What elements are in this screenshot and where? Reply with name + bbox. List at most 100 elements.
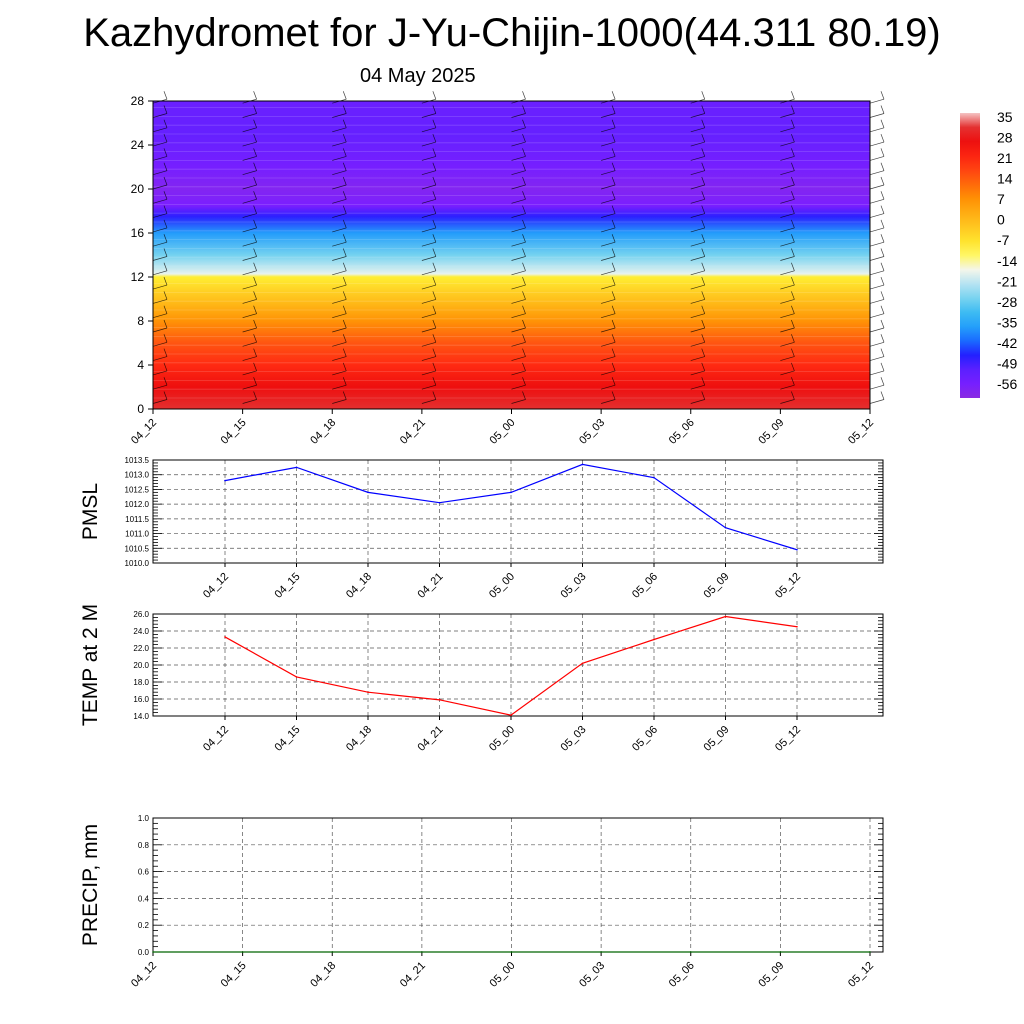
y-tick-label: 1011.0 — [125, 530, 149, 539]
wind-barb — [152, 313, 168, 319]
wind-barb — [242, 299, 257, 304]
wind-barb-flag — [342, 133, 347, 143]
wind-barb-flag — [701, 276, 706, 286]
wind-barb — [511, 256, 526, 261]
wind-barb-flag — [701, 176, 706, 186]
wind-barb — [690, 356, 705, 361]
wind-barb — [511, 241, 526, 247]
wind-barb — [152, 399, 168, 404]
wind-barb — [152, 198, 168, 204]
wind-barb — [152, 256, 168, 261]
wind-barb — [511, 284, 526, 290]
wind-barb-flag — [611, 148, 616, 157]
x-tick-label: 05_12 — [846, 960, 876, 990]
data-point — [367, 491, 369, 494]
wind-barb-flag — [791, 133, 795, 143]
data-point — [224, 636, 226, 638]
data-point — [331, 951, 334, 953]
wind-barb — [869, 241, 885, 247]
y-tick-label: 1010.0 — [125, 559, 150, 568]
wind-barb — [242, 284, 257, 290]
wind-barb-flag — [253, 291, 257, 300]
x-tick-label: 05_00 — [488, 417, 518, 447]
wind-barb-flag — [880, 162, 885, 171]
x-tick-label: 04_21 — [416, 571, 446, 601]
wind-barb — [601, 170, 616, 176]
wind-barb — [242, 170, 257, 176]
wind-barb-flag — [701, 248, 706, 257]
wind-barb-flag — [611, 248, 616, 257]
wind-barb-flag — [432, 362, 437, 372]
wind-barb-flag — [701, 291, 706, 300]
wind-barb — [601, 113, 616, 118]
wind-barb-flag — [880, 262, 885, 271]
wind-barb — [780, 313, 795, 319]
data-point — [241, 951, 244, 953]
wind-barb — [869, 227, 885, 233]
wind-barb-flag — [522, 391, 526, 400]
wind-barb — [780, 356, 795, 361]
y-axis-label: TEMP at 2 M — [79, 604, 102, 726]
wind-barb-flag — [163, 377, 168, 386]
wind-barb — [421, 327, 436, 333]
wind-barb-flag — [253, 191, 257, 200]
wind-barb-flag — [432, 162, 437, 171]
wind-barb — [332, 284, 347, 290]
wind-barb-flag — [342, 91, 347, 100]
wind-barb-flag — [163, 334, 168, 343]
x-tick-label: 05_03 — [577, 417, 607, 447]
wind-barb-flag — [522, 291, 526, 300]
wind-barb — [690, 227, 705, 233]
x-tick-label: 04_15 — [219, 417, 249, 447]
wind-barb — [511, 184, 526, 190]
x-tick-label: 05_06 — [630, 724, 660, 754]
wind-barb-flag — [432, 133, 437, 143]
wind-barb — [421, 113, 436, 118]
y-tick-label: 1012.5 — [125, 485, 150, 494]
x-tick-label: 04_18 — [308, 960, 338, 990]
wind-barb — [780, 327, 795, 333]
wind-barb-flag — [432, 276, 437, 286]
wind-barb — [332, 198, 347, 204]
wind-barb-flag — [611, 91, 616, 100]
wind-barb-flag — [611, 391, 616, 400]
wind-barb-flag — [253, 377, 257, 386]
wind-barb-flag — [880, 377, 885, 386]
wind-barb-flag — [701, 119, 706, 128]
wind-barb-flag — [342, 334, 347, 343]
wind-barb — [511, 170, 526, 176]
wind-barb — [869, 170, 885, 176]
x-tick-label: 05_12 — [773, 571, 803, 601]
wind-barb — [601, 384, 616, 390]
wind-barb — [690, 156, 705, 161]
data-point — [653, 476, 655, 479]
wind-barb-flag — [701, 148, 706, 157]
wind-barb-flag — [791, 319, 795, 329]
temperature-field — [153, 101, 870, 409]
wind-barb-flag — [253, 276, 257, 286]
wind-barb-flag — [701, 191, 706, 200]
wind-barb — [869, 270, 885, 276]
wind-barb — [690, 399, 705, 404]
y-tick-label: 0.0 — [138, 948, 150, 957]
wind-barb — [869, 141, 885, 147]
wind-barb-flag — [163, 205, 168, 214]
y-tick-label: 22.0 — [133, 644, 149, 653]
wind-barb-flag — [253, 248, 257, 257]
wind-barb — [152, 141, 168, 147]
wind-barb — [152, 284, 168, 290]
wind-barb-flag — [791, 119, 795, 128]
wind-barb-flag — [701, 219, 706, 229]
wind-barb-flag — [611, 262, 616, 271]
wind-barb — [242, 141, 257, 147]
wind-barb-flag — [522, 234, 526, 243]
x-tick-label: 05_03 — [577, 960, 607, 990]
wind-barb-flag — [253, 362, 257, 372]
wind-barb-flag — [342, 148, 347, 157]
wind-barb — [511, 384, 526, 390]
wind-barb-flag — [880, 362, 885, 372]
wind-barb — [601, 356, 616, 361]
y-axis-label: PRECIP, mm — [79, 824, 102, 946]
wind-barb — [242, 198, 257, 204]
x-tick-label: 04_15 — [273, 724, 303, 754]
